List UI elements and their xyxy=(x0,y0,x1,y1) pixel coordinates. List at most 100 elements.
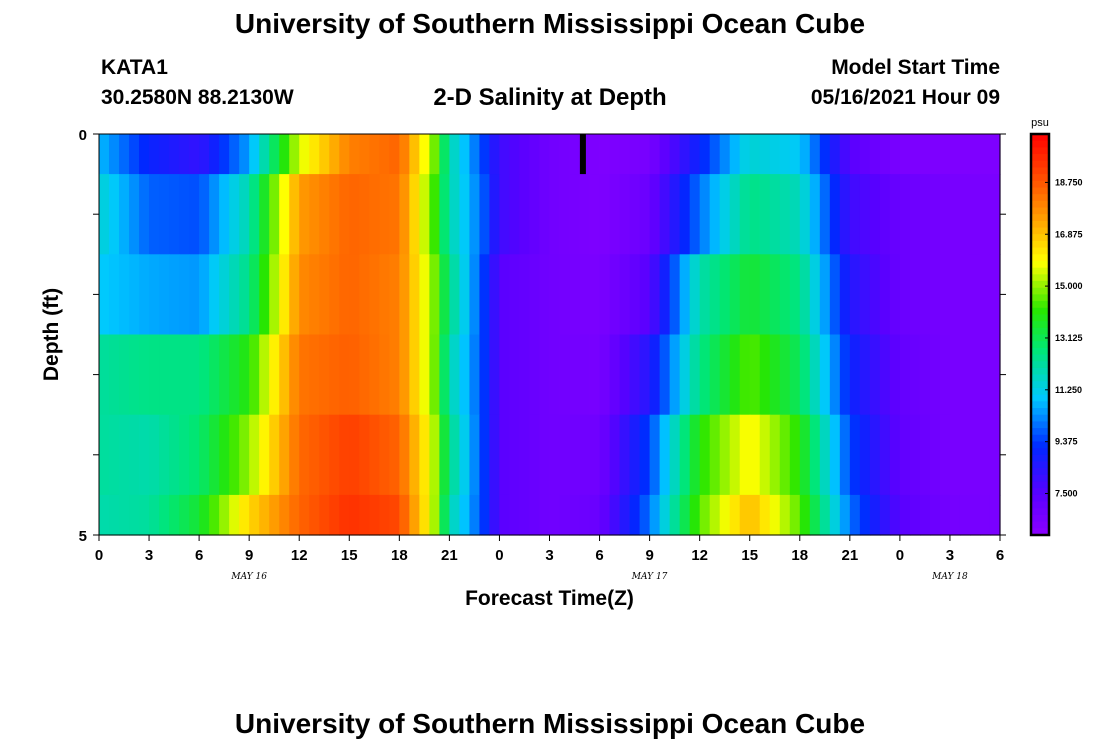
heatmap-cell xyxy=(239,494,250,536)
heatmap-cell xyxy=(549,494,561,536)
heatmap-cell xyxy=(279,134,290,175)
heatmap-cell xyxy=(869,174,881,255)
heatmap-cell xyxy=(899,334,911,416)
heatmap-cell xyxy=(599,334,611,416)
heatmap-cell xyxy=(499,494,511,536)
heatmap-cell xyxy=(469,174,481,255)
heatmap-cell xyxy=(929,254,941,336)
heatmap-cell xyxy=(189,494,200,536)
colorbar-segment xyxy=(1031,481,1049,489)
heatmap-cell xyxy=(209,494,220,536)
heatmap-cell xyxy=(269,174,280,255)
heatmap-cell xyxy=(959,494,971,536)
heatmap-cell xyxy=(599,254,611,336)
heatmap-cell xyxy=(839,254,851,336)
x-tick-label: 21 xyxy=(841,547,858,564)
x-tick-label: 3 xyxy=(946,547,954,564)
heatmap-cell xyxy=(209,174,220,255)
heatmap-cell xyxy=(229,414,240,496)
heatmap-cell xyxy=(889,494,901,536)
colorbar-segment xyxy=(1031,401,1049,409)
heatmap-cell xyxy=(849,414,861,496)
heatmap-cell xyxy=(549,254,561,336)
heatmap-cell xyxy=(759,134,771,175)
x-tick-label: 21 xyxy=(441,547,458,564)
heatmap-cell xyxy=(239,174,250,255)
colorbar-segment xyxy=(1031,214,1049,222)
heatmap-cell xyxy=(359,174,370,255)
x-tick-label: 0 xyxy=(896,547,904,564)
heatmap-cell xyxy=(239,134,250,175)
heatmap-cell xyxy=(199,414,210,496)
colorbar-segment xyxy=(1031,461,1049,469)
heatmap-cell xyxy=(139,174,150,255)
heatmap-cell xyxy=(139,334,150,416)
heatmap-cell xyxy=(739,494,751,536)
heatmap-cell xyxy=(279,494,290,536)
heatmap-cell xyxy=(569,334,581,416)
heatmap-cell xyxy=(539,174,551,255)
colorbar-segment xyxy=(1031,428,1049,436)
heatmap-cell xyxy=(519,254,531,336)
heatmap-cell xyxy=(649,134,661,175)
heatmap-cell xyxy=(179,134,190,175)
heatmap-cell xyxy=(779,414,791,496)
heatmap-cell xyxy=(149,134,160,175)
heatmap-cell xyxy=(959,174,971,255)
heatmap-cell xyxy=(469,414,481,496)
x-tick-label: 0 xyxy=(495,547,503,564)
heatmap-cell xyxy=(699,494,711,536)
heatmap-cell xyxy=(569,254,581,336)
heatmap-cell xyxy=(119,254,130,336)
heatmap-cell xyxy=(189,334,200,416)
heatmap-cell xyxy=(719,174,731,255)
heatmap-cell xyxy=(709,254,721,336)
heatmap-cell xyxy=(719,134,731,175)
heatmap-cell xyxy=(119,134,130,175)
heatmap-cell xyxy=(779,254,791,336)
heatmap-cell xyxy=(949,174,961,255)
heatmap-cell xyxy=(279,334,290,416)
y-tick-label: 0 xyxy=(79,127,87,144)
x-tick-label: 15 xyxy=(341,547,358,564)
heatmap-cell xyxy=(869,134,881,175)
heatmap-cell xyxy=(189,254,200,336)
heatmap-cell xyxy=(739,414,751,496)
heatmap-cell xyxy=(549,174,561,255)
heatmap-cell xyxy=(479,254,491,336)
x-tick-label: 6 xyxy=(195,547,203,564)
heatmap-cell xyxy=(629,134,641,175)
heatmap-cell xyxy=(599,134,611,175)
heatmap-cell xyxy=(289,254,300,336)
heatmap-cell xyxy=(839,134,851,175)
heatmap-cell xyxy=(919,134,931,175)
heatmap-cell xyxy=(149,334,160,416)
heatmap-cell xyxy=(879,174,891,255)
heatmap-cell xyxy=(269,494,280,536)
heatmap-cell xyxy=(109,254,120,336)
heatmap-cell xyxy=(859,494,871,536)
heatmap-cell xyxy=(179,254,190,336)
heatmap-cell xyxy=(299,174,310,255)
heatmap-cell xyxy=(759,174,771,255)
heatmap-cell xyxy=(829,334,841,416)
heatmap-cell xyxy=(109,134,120,175)
colorbar-unit: psu xyxy=(1031,117,1049,129)
heatmap-cell xyxy=(899,494,911,536)
heatmap-cell xyxy=(219,494,230,536)
heatmap-cell xyxy=(419,174,430,255)
heatmap-cell xyxy=(209,334,220,416)
heatmap-cell xyxy=(569,414,581,496)
heatmap-cell xyxy=(949,134,961,175)
heatmap-cell xyxy=(289,174,300,255)
heatmap-cell xyxy=(329,174,340,255)
heatmap-cell xyxy=(949,414,961,496)
heatmap-cell xyxy=(639,334,651,416)
heatmap-cell xyxy=(649,494,661,536)
heatmap-cell xyxy=(499,174,511,255)
station-coordinates: 30.2580N 88.2130W xyxy=(101,86,294,109)
heatmap-cell xyxy=(969,334,981,416)
heatmap-cell xyxy=(429,414,440,496)
heatmap-cell xyxy=(299,414,310,496)
heatmap-cell xyxy=(469,134,481,175)
